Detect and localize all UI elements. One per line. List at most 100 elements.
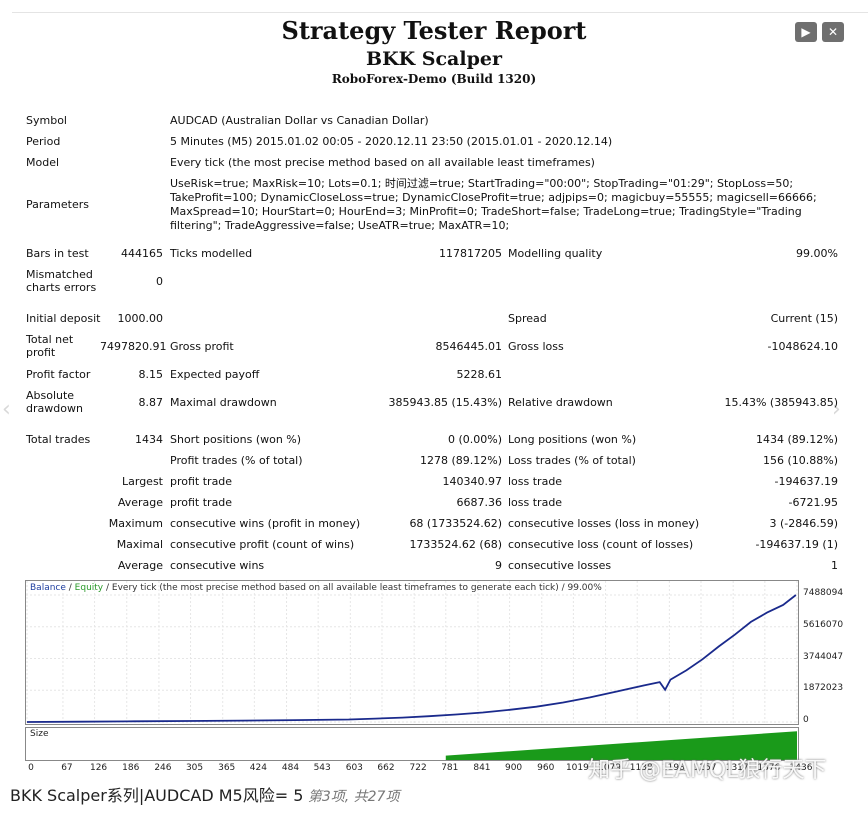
gross-profit-label: Gross profit (170, 340, 234, 353)
x-tick-label: 960 (537, 763, 555, 773)
net-profit-value: 7497820.91 (100, 340, 167, 353)
maximal-loss-label: consecutive loss (count of losses) (508, 538, 694, 551)
size-chart (25, 727, 799, 761)
x-tick-label: 305 (185, 763, 204, 773)
profit-trades-label: Profit trades (% of total) (170, 454, 303, 467)
avg-cons-wins-label: consecutive wins (170, 559, 265, 572)
loss-trades-label: Loss trades (% of total) (508, 454, 636, 467)
x-tick-label: 1376 (757, 763, 781, 773)
mismatched-label: Mismatched charts errors (26, 268, 97, 294)
x-tick-label: 1317 (725, 763, 749, 773)
x-tick-label: 67 (61, 763, 73, 773)
play-icon[interactable]: ▶ (795, 22, 817, 42)
max-cons-wins-label: consecutive wins (profit in money) (170, 517, 361, 530)
chart-legend: Balance / Equity / Every tick (the most … (30, 583, 602, 593)
balance-line (26, 594, 797, 723)
profit-factor-value: 8.15 (138, 368, 164, 381)
x-tick-label: 424 (249, 763, 267, 773)
spread-label: Spread (508, 312, 547, 325)
expert-name: BKK Scalper (366, 48, 502, 70)
x-tick-label: 126 (89, 763, 108, 773)
x-tick-label: 1138 (629, 763, 653, 773)
balance-chart (25, 580, 799, 725)
long-positions-value: 1434 (89.12%) (755, 433, 838, 446)
expected-payoff-value: 5228.61 (456, 368, 503, 381)
top-divider (12, 12, 868, 13)
x-tick-label: 1079 (598, 763, 622, 773)
average-label: Average (117, 496, 163, 509)
period-value: 5 Minutes (M5) 2015.01.02 00:05 - 2020.1… (170, 135, 613, 148)
gross-profit-value: 8546445.01 (435, 340, 502, 353)
x-tick-label: 246 (154, 763, 172, 773)
rel-drawdown-value: 15.43% (385943.85) (724, 396, 838, 409)
chevron-left-icon[interactable]: ‹ (2, 397, 11, 422)
short-positions-label: Short positions (won %) (170, 433, 302, 446)
x-tick-label: 900 (504, 763, 523, 773)
x-tick-label: 1019 (565, 763, 589, 773)
size-area (445, 731, 797, 760)
profit-trades-value: 1278 (89.12%) (419, 454, 502, 467)
y-tick-label: 7488094 (803, 588, 844, 598)
average-profit-value: 6687.36 (456, 496, 503, 509)
abs-drawdown-value: 8.87 (138, 396, 164, 409)
short-positions-value: 0 (0.00%) (447, 433, 502, 446)
x-tick-label: 1198 (661, 763, 685, 773)
abs-drawdown-label: Absolute drawdown (26, 389, 83, 415)
size-chart-label: Size (30, 729, 49, 739)
y-tick-label: 3744047 (803, 651, 844, 662)
avg-cons-losses-value: 1 (831, 559, 838, 572)
average-loss-label: loss trade (508, 496, 563, 509)
largest-loss-label: loss trade (508, 475, 563, 488)
caption-main: BKK Scalper系列|AUDCAD M5风险= 5 (10, 786, 304, 805)
average-cons-label: Average (117, 559, 163, 572)
parameters-label: Parameters (26, 198, 89, 211)
total-trades-value: 1434 (135, 433, 163, 446)
x-tick-label: 603 (345, 763, 363, 773)
x-tick-label: 662 (377, 763, 395, 773)
avg-cons-wins-value: 9 (495, 559, 502, 572)
parameters-value: UseRisk=true; MaxRisk=10; Lots=0.1; 时间过滤… (170, 177, 817, 232)
profit-factor-label: Profit factor (26, 368, 91, 381)
maximal-label: Maximal (116, 538, 163, 551)
average-loss-value: -6721.95 (788, 496, 838, 509)
deposit-value: 1000.00 (117, 312, 164, 325)
largest-loss-value: -194637.19 (774, 475, 838, 488)
x-tick-label: 1436 (789, 763, 813, 773)
ticks-value: 117817205 (439, 247, 502, 260)
maximum-label: Maximum (108, 517, 163, 530)
max-cons-losses-value: 3 (-2846.59) (769, 517, 838, 530)
largest-label: Largest (122, 475, 163, 488)
watermark-text: 知乎 @EAMQL狼行天下 (588, 758, 827, 783)
avg-cons-losses-label: consecutive losses (508, 559, 612, 572)
maximal-profit-label: consecutive profit (count of wins) (170, 538, 355, 551)
legend-balance: Balance (30, 583, 66, 593)
long-positions-label: Long positions (won %) (508, 433, 637, 446)
max-drawdown-label: Maximal drawdown (170, 396, 277, 409)
quality-label: Modelling quality (508, 247, 603, 260)
legend-equity: Equity (74, 583, 104, 593)
x-tick-label: 781 (441, 763, 459, 773)
size-chart-plot (445, 731, 797, 760)
bars-label: Bars in test (26, 247, 89, 260)
average-profit-label: profit trade (170, 496, 233, 509)
deposit-label: Initial deposit (26, 312, 101, 325)
max-drawdown-value: 385943.85 (15.43%) (388, 396, 502, 409)
gross-loss-value: -1048624.10 (767, 340, 838, 353)
model-label: Model (26, 156, 60, 169)
ticks-label: Ticks modelled (170, 247, 253, 260)
quality-value: 99.00% (796, 247, 838, 260)
chevron-right-icon[interactable]: › (832, 397, 841, 422)
symbol-value: AUDCAD (Australian Dollar vs Canadian Do… (170, 114, 429, 127)
maximal-loss-value: -194637.19 (1) (755, 538, 838, 551)
y-tick-label: 0 (803, 715, 809, 725)
maximal-profit-value: 1733524.62 (68) (409, 538, 502, 551)
period-label: Period (26, 135, 61, 148)
close-icon[interactable]: ✕ (822, 22, 844, 42)
total-trades-label: Total trades (26, 433, 91, 446)
mismatched-value: 0 (156, 275, 163, 288)
x-tick-label: 0 (28, 763, 34, 773)
caption-page-count: 第3项, 共27项 (303, 789, 400, 805)
legend-model-text: / Every tick (the most precise method ba… (103, 583, 602, 593)
max-cons-wins-value: 68 (1733524.62) (409, 517, 502, 530)
largest-profit-label: profit trade (170, 475, 233, 488)
